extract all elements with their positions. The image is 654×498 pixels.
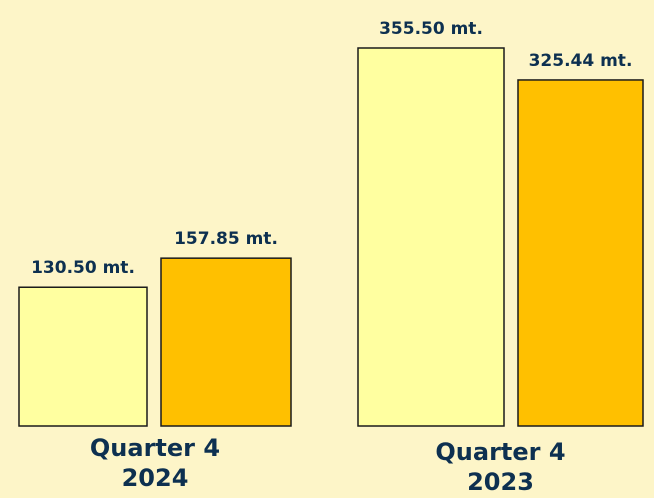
value-label: 355.50 mt. — [379, 19, 483, 39]
category-label: Quarter 4 — [90, 434, 220, 462]
value-label: 130.50 mt. — [31, 258, 135, 278]
category-label: Quarter 4 — [435, 438, 565, 466]
value-label: 325.44 mt. — [529, 51, 633, 71]
category-label: 2023 — [467, 468, 534, 496]
category-label: 2024 — [122, 464, 189, 492]
bar — [18, 286, 148, 427]
bar — [160, 257, 292, 427]
value-label: 157.85 mt. — [174, 229, 278, 249]
bar — [517, 79, 644, 427]
bar — [357, 47, 505, 427]
